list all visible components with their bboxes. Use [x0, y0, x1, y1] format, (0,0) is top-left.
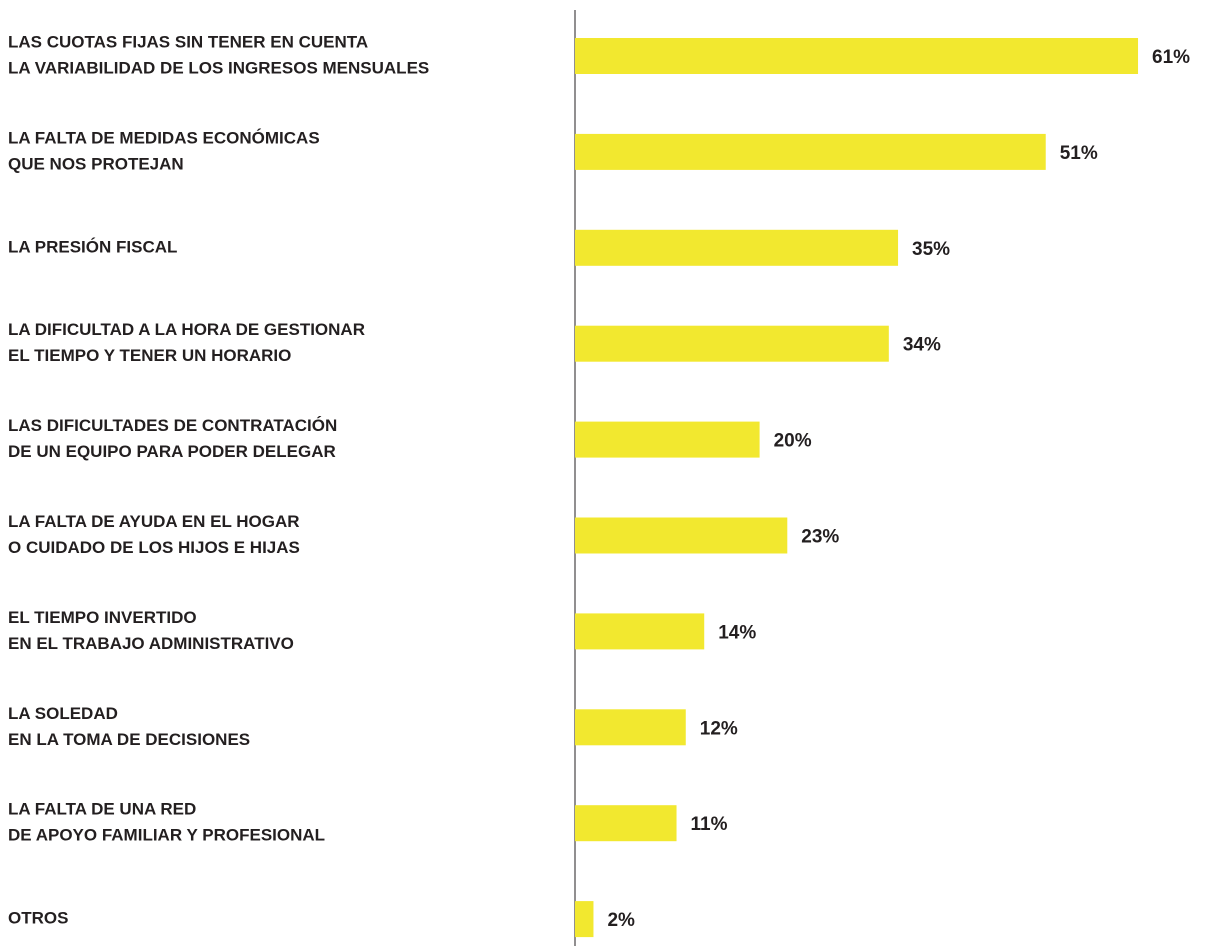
value-label: 11% — [691, 814, 728, 835]
category-label: LA FALTA DE UNA RED — [8, 800, 196, 819]
category-label: LA FALTA DE MEDIDAS ECONÓMICAS — [8, 128, 320, 147]
bar — [575, 421, 760, 458]
value-label: 51% — [1060, 143, 1098, 164]
bar — [575, 613, 705, 650]
category-label: OTROS — [8, 909, 68, 928]
category-label: LAS CUOTAS FIJAS SIN TENER EN CUENTA — [8, 32, 368, 51]
category-label: LA DIFICULTAD A LA HORA DE GESTIONAR — [8, 320, 365, 339]
category-label: LA PRESIÓN FISCAL — [8, 237, 177, 256]
category-label: EL TIEMPO INVERTIDO — [8, 608, 197, 627]
category-label: LAS DIFICULTADES DE CONTRATACIÓN — [8, 416, 337, 435]
value-label: 2% — [607, 910, 635, 931]
value-label: 35% — [912, 239, 950, 260]
bar — [575, 709, 686, 746]
category-label: EN LA TOMA DE DECISIONES — [8, 730, 250, 749]
category-label: LA SOLEDAD — [8, 704, 118, 723]
category-label: EN EL TRABAJO ADMINISTRATIVO — [8, 634, 294, 653]
bar — [575, 901, 594, 938]
value-label: 61% — [1152, 47, 1190, 68]
bar — [575, 805, 677, 842]
category-label: EL TIEMPO Y TENER UN HORARIO — [8, 346, 291, 365]
bar — [575, 517, 788, 554]
bar — [575, 38, 1139, 74]
category-label: O CUIDADO DE LOS HIJOS E HIJAS — [8, 538, 300, 557]
category-label: DE APOYO FAMILIAR Y PROFESIONAL — [8, 826, 325, 845]
value-label: 20% — [774, 431, 812, 452]
value-label: 23% — [801, 527, 839, 548]
bar — [575, 325, 889, 362]
bar — [575, 229, 899, 266]
value-label: 12% — [700, 718, 738, 739]
category-label: QUE NOS PROTEJAN — [8, 154, 184, 173]
bar — [575, 133, 1046, 170]
value-label: 34% — [903, 335, 941, 356]
category-label: LA FALTA DE AYUDA EN EL HOGAR — [8, 512, 300, 531]
value-label: 14% — [718, 622, 756, 643]
category-label: LA VARIABILIDAD DE LOS INGRESOS MENSUALE… — [8, 58, 429, 77]
category-label: DE UN EQUIPO PARA PODER DELEGAR — [8, 442, 336, 461]
